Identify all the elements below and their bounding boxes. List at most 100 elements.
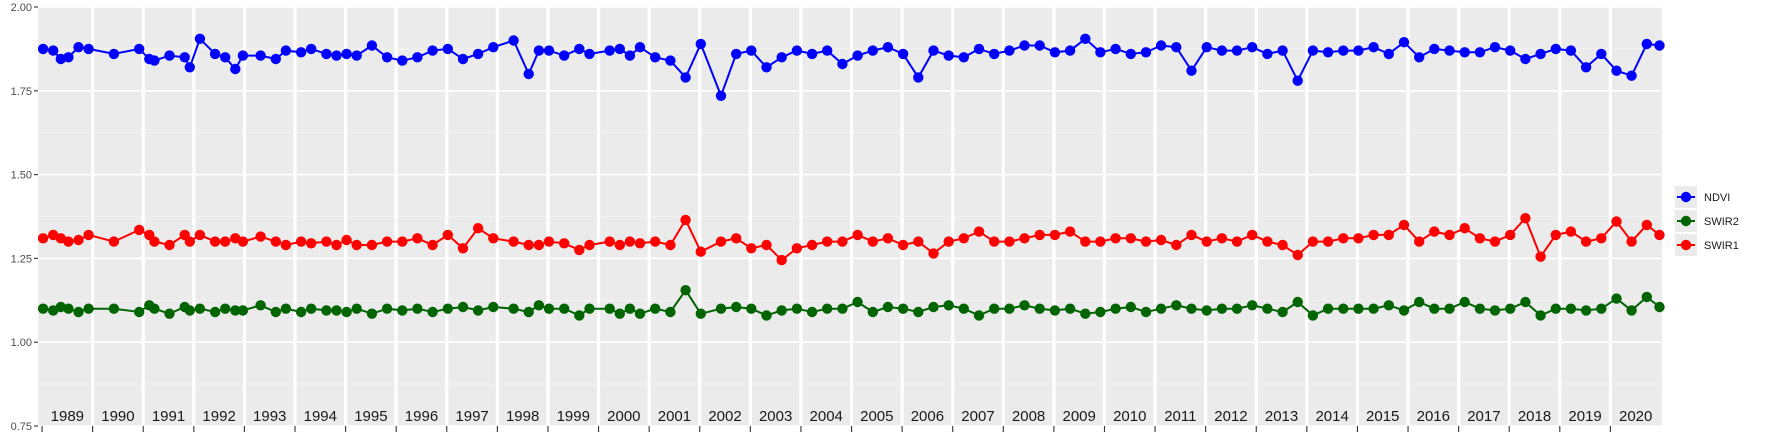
point-ndvi <box>1611 65 1622 76</box>
point-swir2 <box>1654 301 1665 313</box>
point-swir1 <box>209 236 221 247</box>
point-swir2 <box>533 300 545 311</box>
point-swir1 <box>1580 236 1592 247</box>
point-swir2 <box>134 306 145 318</box>
point-swir2 <box>1231 303 1243 314</box>
point-swir2 <box>184 305 195 316</box>
point-ndvi <box>852 50 863 61</box>
facet-labels: 1989 1990 1991 1992 1993 1994 1995 1996 1997 1998… <box>51 408 1653 425</box>
point-ndvi <box>1201 42 1212 53</box>
point-ndvi <box>1186 65 1197 76</box>
point-ndvi <box>255 50 266 61</box>
point-swir2 <box>1444 303 1455 314</box>
point-ndvi <box>164 50 175 61</box>
point-swir1 <box>331 239 342 251</box>
point-ndvi <box>366 40 378 51</box>
facet-label: 2019 <box>1568 408 1601 425</box>
point-swir1 <box>973 226 985 237</box>
point-swir2 <box>1338 303 1349 314</box>
facet-label: 1994 <box>304 408 337 425</box>
point-swir1 <box>341 234 352 246</box>
point-swir1 <box>1216 233 1228 244</box>
point-ndvi <box>806 48 818 60</box>
point-swir2 <box>1383 300 1395 311</box>
point-swir1 <box>381 236 393 247</box>
point-ndvi <box>1596 48 1607 60</box>
point-swir1 <box>1459 223 1470 234</box>
point-swir2 <box>1186 303 1197 314</box>
point-swir1 <box>1338 233 1349 244</box>
point-ndvi <box>1277 45 1288 56</box>
point-swir2 <box>1307 310 1319 321</box>
point-swir2 <box>295 306 307 318</box>
point-ndvi <box>695 38 706 50</box>
point-swir1 <box>412 233 423 244</box>
point-swir2 <box>1429 303 1440 314</box>
point-swir2 <box>1520 296 1531 308</box>
point-swir1 <box>634 238 646 249</box>
point-ndvi <box>149 55 160 66</box>
point-swir2 <box>341 306 352 318</box>
point-swir1 <box>63 236 74 247</box>
point-swir2 <box>366 308 378 319</box>
point-swir2 <box>442 303 453 314</box>
point-swir1 <box>1049 229 1061 241</box>
point-swir1 <box>295 236 307 247</box>
point-ndvi <box>381 52 393 63</box>
facet-label: 2003 <box>759 408 792 425</box>
point-ndvi <box>680 72 691 83</box>
point-swir2 <box>1140 306 1152 318</box>
point-swir1 <box>1429 226 1440 237</box>
point-ndvi <box>1019 40 1030 51</box>
point-swir1 <box>1520 213 1531 224</box>
point-ndvi <box>73 42 84 53</box>
point-ndvi <box>543 45 555 56</box>
point-swir1 <box>1307 236 1319 247</box>
point-swir2 <box>1110 303 1121 314</box>
point-swir2 <box>1125 301 1137 313</box>
facet-label: 2001 <box>658 408 691 425</box>
point-swir2 <box>584 303 595 314</box>
point-swir2 <box>913 306 924 318</box>
point-swir2 <box>331 305 342 316</box>
point-swir1 <box>1110 233 1121 244</box>
point-ndvi <box>1368 42 1379 53</box>
point-ndvi <box>194 33 206 44</box>
point-ndvi <box>523 68 534 80</box>
point-ndvi <box>280 45 292 56</box>
point-swir2 <box>746 303 757 314</box>
point-swir2 <box>1064 303 1076 314</box>
point-swir2 <box>1247 300 1258 311</box>
point-swir2 <box>488 301 499 313</box>
point-ndvi <box>1626 70 1637 81</box>
point-swir1 <box>83 229 94 241</box>
point-swir1 <box>1626 236 1637 247</box>
facet-label: 1992 <box>202 408 235 425</box>
point-swir1 <box>1383 229 1395 241</box>
point-swir2 <box>791 303 803 314</box>
point-swir1 <box>614 239 625 251</box>
point-swir1 <box>184 236 195 247</box>
point-swir2 <box>680 285 691 296</box>
point-ndvi <box>584 48 595 60</box>
point-swir1 <box>488 233 499 244</box>
point-swir1 <box>1505 229 1516 241</box>
point-ndvi <box>761 62 772 73</box>
point-ndvi <box>230 63 241 75</box>
point-swir2 <box>270 306 281 318</box>
point-swir2 <box>867 306 878 318</box>
point-ndvi <box>650 52 661 63</box>
facet-label: 2009 <box>1062 408 1095 425</box>
y-tick-label: 0.75 <box>11 421 32 433</box>
facet-label: 1995 <box>354 408 387 425</box>
point-swir1 <box>665 239 676 251</box>
point-swir1 <box>397 236 408 247</box>
point-swir1 <box>1277 239 1288 251</box>
point-ndvi <box>731 48 742 60</box>
point-swir2 <box>523 306 534 318</box>
point-swir2 <box>457 301 469 313</box>
point-ndvi <box>989 48 1000 60</box>
point-swir1 <box>1322 236 1334 247</box>
point-swir2 <box>1322 303 1334 314</box>
